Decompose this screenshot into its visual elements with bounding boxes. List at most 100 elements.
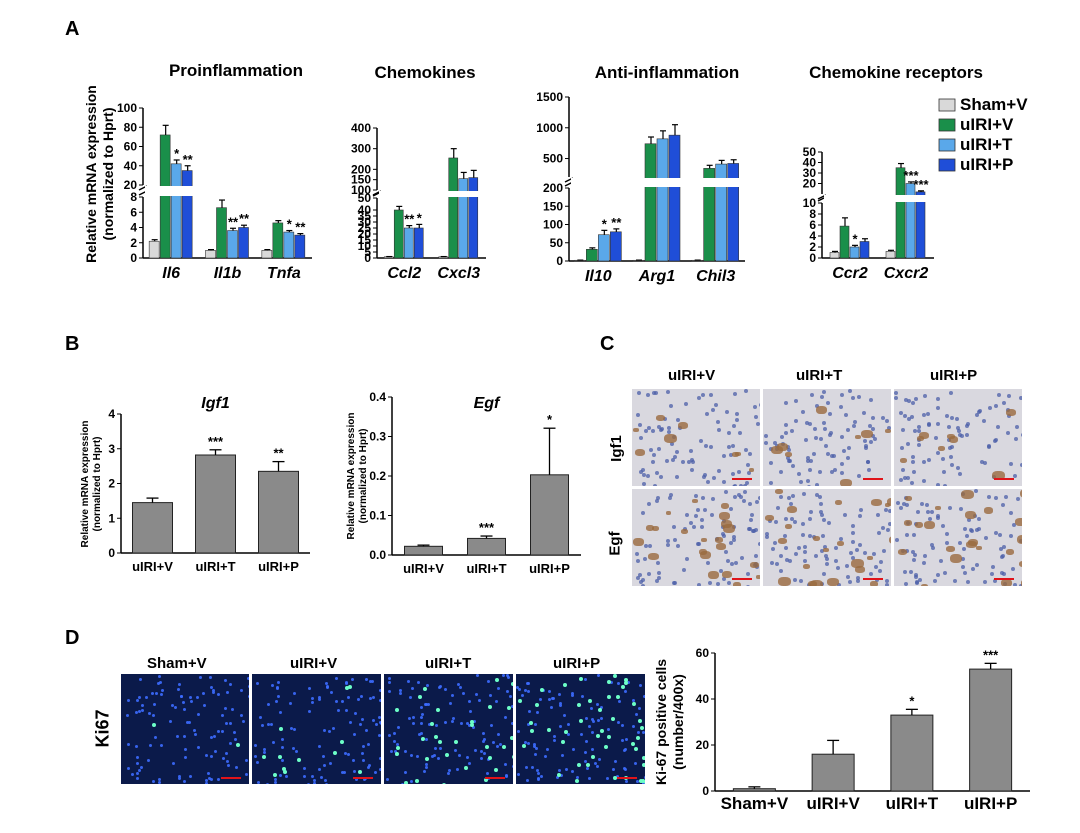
cell-nucleus [877, 531, 881, 535]
cell-nucleus [896, 501, 900, 505]
dapi-nucleus [347, 753, 350, 756]
dapi-nucleus [585, 740, 588, 743]
dapi-nucleus [551, 697, 554, 700]
dapi-nucleus [585, 717, 588, 720]
stained-region [775, 489, 783, 494]
dapi-nucleus [254, 744, 257, 747]
stained-region [840, 479, 852, 486]
dapi-nucleus [322, 755, 325, 758]
dapi-nucleus [318, 768, 321, 771]
cell-nucleus [746, 585, 750, 586]
dapi-nucleus [281, 759, 284, 762]
dapi-nucleus [320, 776, 323, 779]
cell-nucleus [901, 428, 905, 432]
ki67-positive-cell [152, 723, 156, 727]
cell-nucleus [731, 472, 735, 476]
dapi-nucleus [433, 754, 436, 757]
cell-nucleus [839, 537, 843, 541]
y-tick-label: 4 [108, 407, 115, 421]
cell-nucleus [808, 422, 812, 426]
cell-nucleus [702, 475, 706, 479]
cell-nucleus [668, 496, 672, 500]
bar [668, 134, 681, 262]
cell-nucleus [965, 424, 969, 428]
cell-nucleus [787, 448, 791, 452]
ki67-positive-cell [278, 755, 282, 759]
cell-nucleus [846, 575, 850, 579]
bar [448, 157, 459, 259]
ki67-positive-cell [640, 726, 644, 730]
stained-region [721, 503, 729, 509]
cell-nucleus [727, 445, 731, 449]
ki67-positive-cell [530, 729, 534, 733]
cell-nucleus [764, 441, 768, 445]
y-axis-label: (normalized to Hprt) [358, 429, 369, 524]
dapi-nucleus [621, 739, 624, 742]
bar [148, 240, 160, 259]
cell-nucleus [1002, 572, 1006, 576]
dapi-nucleus [247, 677, 249, 680]
dapi-nucleus [534, 723, 537, 726]
ki67-positive-cell [632, 702, 636, 706]
dapi-nucleus [507, 676, 510, 679]
dapi-nucleus [388, 690, 391, 693]
dapi-nucleus [394, 750, 397, 753]
dapi-nucleus [607, 728, 610, 731]
dapi-nucleus [257, 781, 260, 784]
cell-nucleus [823, 545, 827, 549]
dapi-nucleus [149, 744, 152, 747]
ki67-positive-cell [561, 740, 565, 744]
cell-nucleus [894, 391, 898, 395]
bar [181, 170, 193, 259]
cell-nucleus [917, 443, 921, 447]
y-tick-label: 10 [803, 196, 817, 210]
dapi-nucleus [240, 689, 243, 692]
ki67-positive-cell [488, 756, 492, 760]
cell-nucleus [846, 428, 850, 432]
bar [132, 502, 173, 554]
ki67-positive-cell [642, 763, 645, 767]
cell-nucleus [681, 460, 685, 464]
cell-nucleus [918, 578, 922, 582]
cell-nucleus [863, 551, 867, 555]
ki67-positive-cell [418, 695, 422, 699]
stained-region [885, 429, 891, 433]
ki67-positive-cell [607, 695, 611, 699]
dapi-nucleus [600, 717, 603, 720]
dapi-nucleus [612, 768, 615, 771]
cell-nucleus [1016, 497, 1020, 501]
cell-nucleus [722, 454, 726, 458]
dapi-nucleus [197, 713, 200, 716]
if-micrograph [252, 674, 381, 784]
dapi-nucleus [454, 749, 457, 752]
cell-nucleus [842, 449, 846, 453]
cell-nucleus [657, 425, 661, 429]
dapi-nucleus [335, 677, 338, 680]
ki67-positive-cell [395, 708, 399, 712]
cell-nucleus [758, 542, 760, 546]
significance-mark: *** [208, 434, 224, 449]
stained-region [947, 434, 955, 439]
dapi-nucleus [194, 733, 197, 736]
y-tick-label: 500 [543, 152, 563, 166]
dapi-nucleus [495, 700, 498, 703]
cell-nucleus [830, 470, 834, 474]
ki67-positive-cell [333, 751, 337, 755]
ki67-positive-cell [638, 719, 642, 723]
legend-label: uIRI+P [960, 155, 1013, 174]
cell-nucleus [851, 524, 855, 528]
cell-nucleus [700, 525, 704, 529]
cell-nucleus [755, 500, 759, 504]
cell-nucleus [917, 429, 921, 433]
dapi-nucleus [379, 699, 381, 702]
dapi-nucleus [580, 733, 583, 736]
dapi-nucleus [606, 777, 609, 780]
cell-nucleus [676, 418, 680, 422]
cell-nucleus [784, 423, 788, 427]
dapi-nucleus [524, 689, 527, 692]
dapi-nucleus [136, 699, 139, 702]
y-tick-label: 60 [124, 140, 138, 154]
ki67-positive-cell [262, 755, 266, 759]
x-category-label: Tnfa [267, 265, 301, 282]
dapi-nucleus [182, 701, 185, 704]
